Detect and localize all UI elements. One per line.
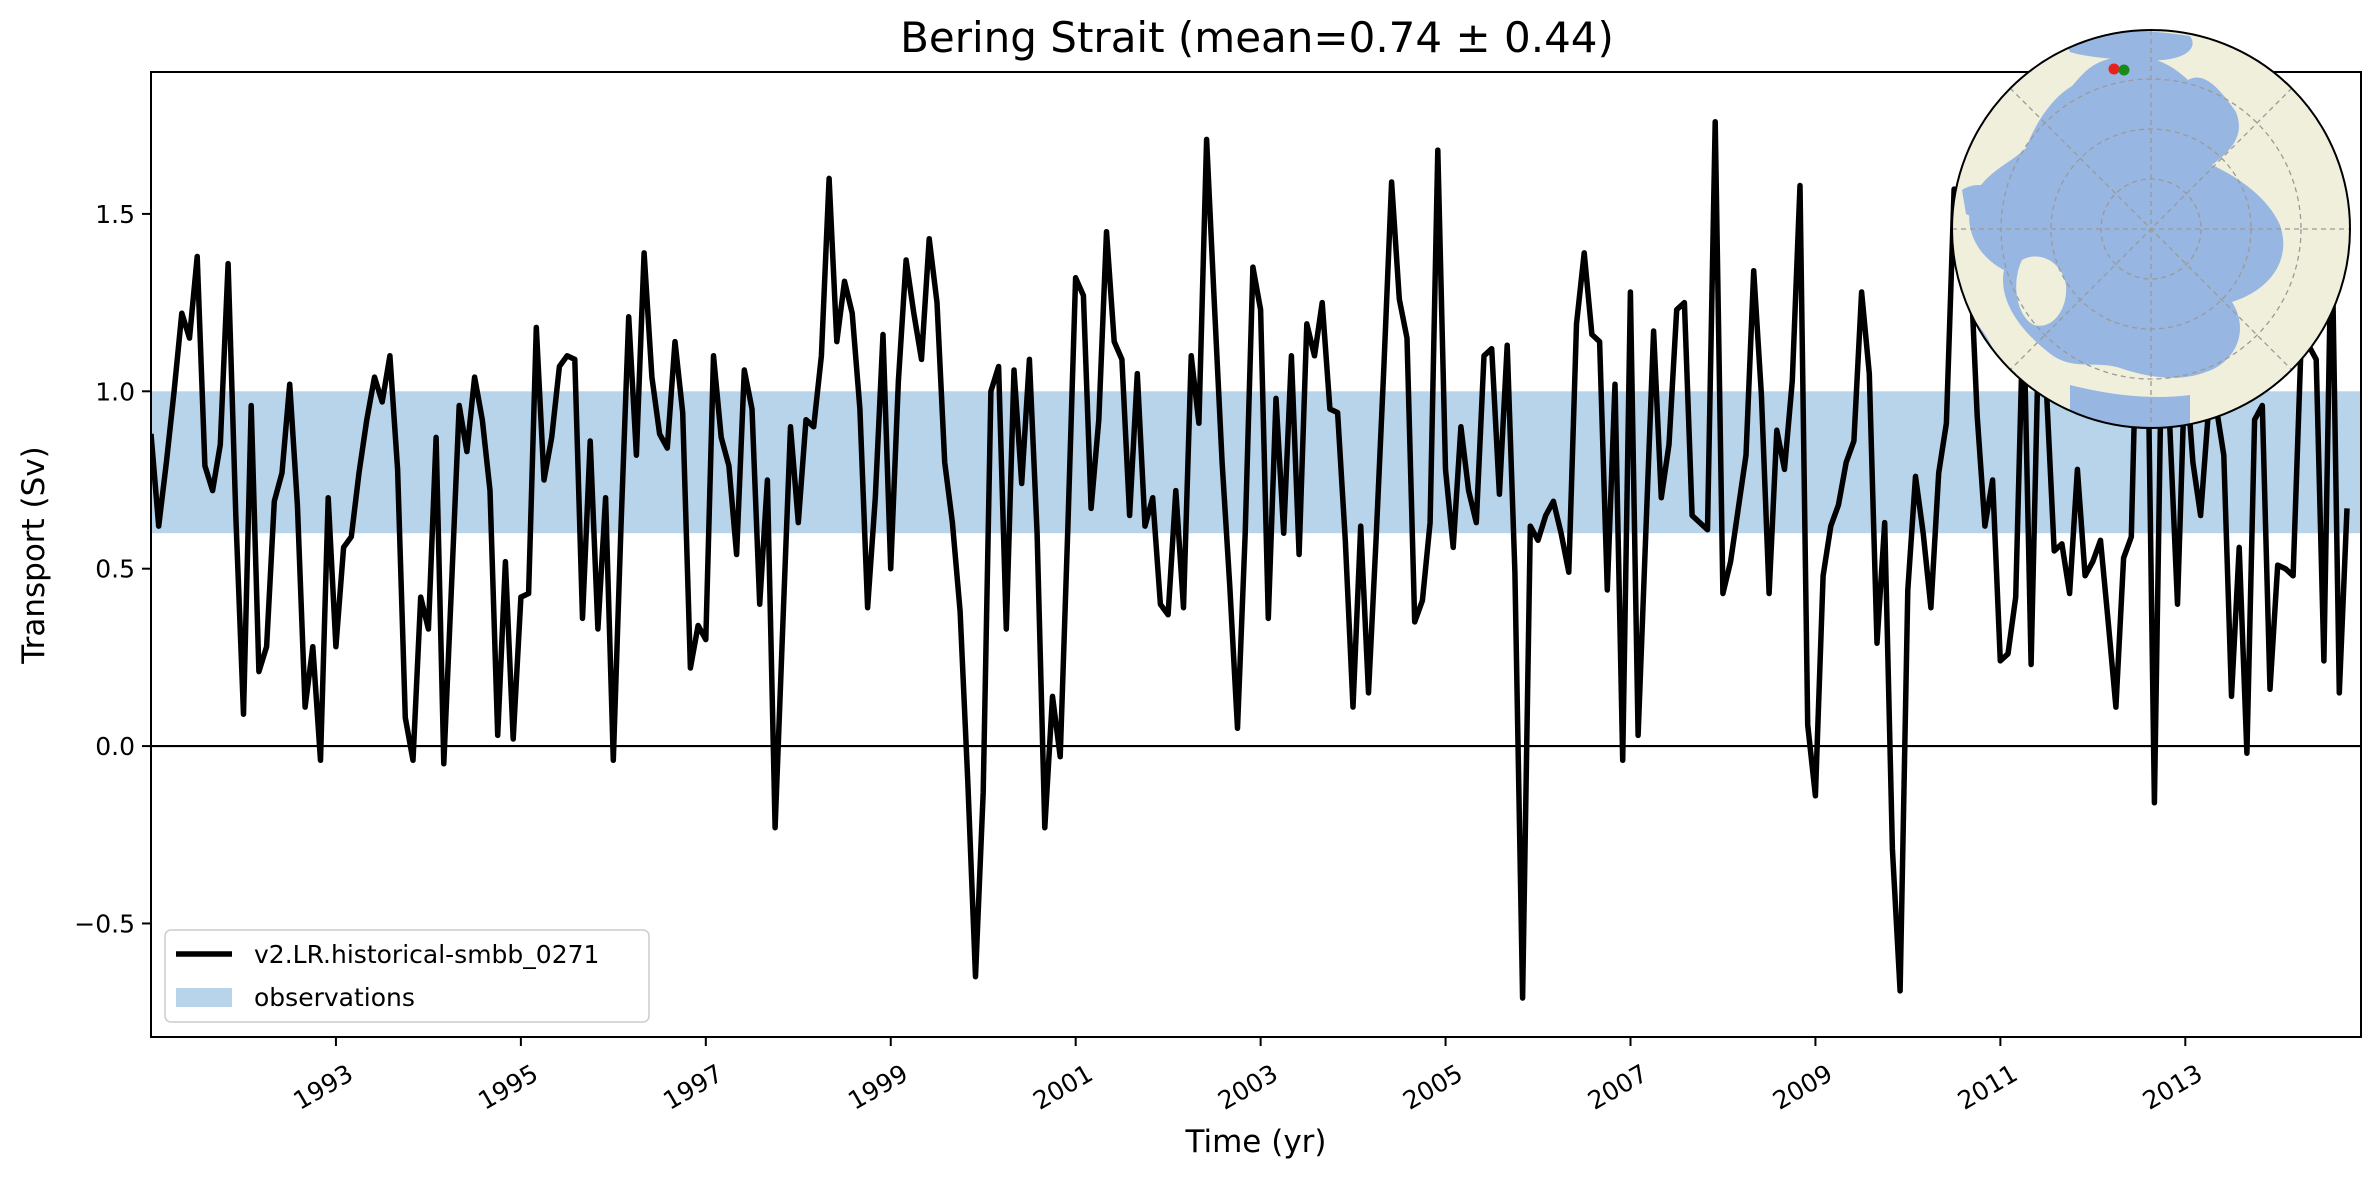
marker-bering-east — [2118, 64, 2130, 76]
x-tick-label: 1999 — [843, 1059, 913, 1116]
y-tick-label: −0.5 — [74, 909, 135, 938]
x-tick-label: 2003 — [1213, 1059, 1283, 1116]
map-graticule — [1952, 30, 2350, 428]
legend-label-observations: observations — [254, 983, 415, 1012]
x-axis-label: Time (yr) — [1185, 1124, 1327, 1160]
x-tick-label: 1995 — [473, 1059, 543, 1116]
x-tick-label: 2007 — [1583, 1059, 1653, 1116]
hudson-bay — [1962, 185, 2000, 218]
series-line — [151, 118, 2350, 1001]
y-axis: −0.5 0.0 0.5 1.0 1.5 — [74, 200, 151, 938]
plot-area — [151, 118, 2361, 1001]
arctic-inset-map — [1951, 29, 2351, 429]
map-border — [1951, 29, 2351, 429]
legend-label-model: v2.LR.historical-smbb_0271 — [254, 940, 599, 969]
legend-box — [164, 929, 650, 1023]
x-tick-label: 2005 — [1398, 1059, 1468, 1116]
marker-bering-west — [2108, 63, 2120, 75]
x-tick-label: 2001 — [1028, 1059, 1098, 1116]
x-tick-label: 2011 — [1953, 1059, 2023, 1116]
x-tick-label: 2013 — [2138, 1059, 2208, 1116]
x-tick-label: 1997 — [658, 1059, 728, 1116]
x-axis: 1993 1995 1997 1999 2001 2003 2005 2007 2009 2011… — [288, 1037, 2207, 1116]
x-tick-label: 1993 — [288, 1059, 358, 1116]
y-tick-label: 1.0 — [95, 377, 135, 406]
chart-title: Bering Strait (mean=0.74 ± 0.44) — [900, 13, 1614, 62]
x-tick-label: 2009 — [1768, 1059, 1838, 1116]
legend: v2.LR.historical-smbb_0271 observations — [164, 929, 650, 1023]
greenland — [2016, 256, 2067, 326]
y-tick-label: 0.0 — [95, 732, 135, 761]
y-axis-label: Transport (Sv) — [16, 446, 52, 665]
y-tick-label: 0.5 — [95, 555, 135, 584]
y-tick-label: 1.5 — [95, 200, 135, 229]
plot-frame — [150, 71, 2362, 1038]
legend-patch-swatch — [176, 988, 232, 1007]
